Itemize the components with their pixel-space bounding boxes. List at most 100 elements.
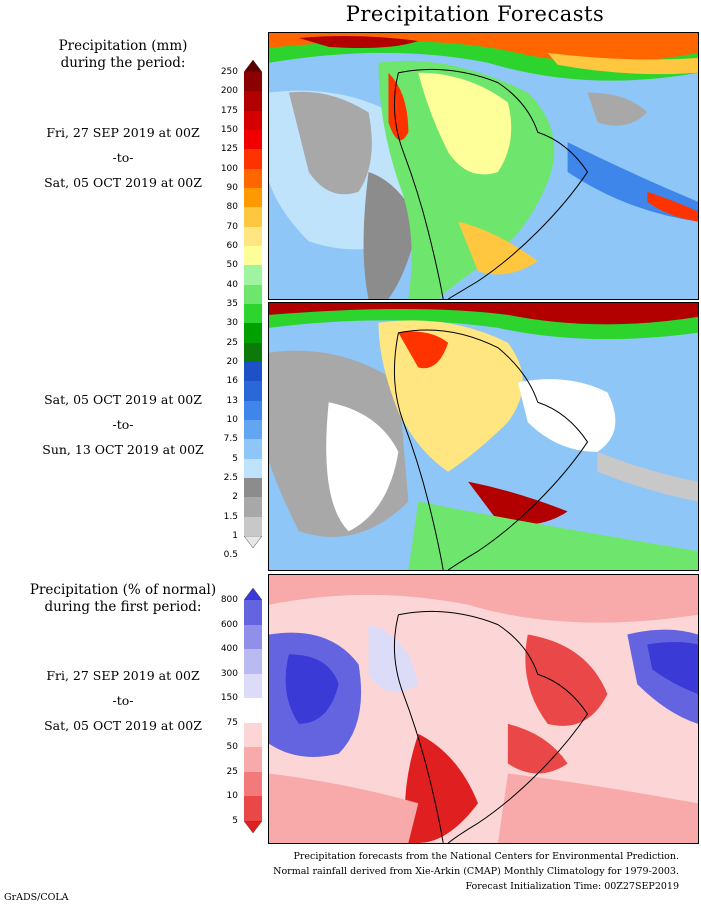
mm-colorbar-swatch bbox=[244, 72, 262, 92]
mm-colorbar: 250 200 175 150 125 100 90 80 70 60 50 40 35 30 25 20 16… bbox=[221, 60, 262, 560]
mm-colorbar-swatch bbox=[244, 400, 262, 420]
period2-dates: Sat, 05 OCT 2019 at 00Z -to- Sun, 13 OCT… bbox=[0, 392, 246, 458]
mm-colorbar-tick-label: 5 bbox=[232, 453, 238, 464]
mm-colorbar-swatch bbox=[244, 304, 262, 324]
pct-legend-heading-line1: Precipitation (% of normal) bbox=[29, 582, 217, 598]
percent-colorbar-swatch bbox=[244, 673, 262, 699]
mm-colorbar-swatch bbox=[244, 207, 262, 227]
period3-from: Fri, 27 SEP 2019 at 00Z bbox=[46, 668, 200, 683]
mm-colorbar-swatch bbox=[244, 420, 262, 440]
mm-colorbar-swatch bbox=[244, 516, 262, 536]
mm-colorbar-swatch bbox=[244, 168, 262, 188]
mm-colorbar-tick-label: 70 bbox=[226, 221, 238, 232]
mm-colorbar-tick-label: 250 bbox=[220, 67, 238, 77]
forecast-map-period1 bbox=[268, 32, 699, 300]
mm-colorbar-swatch bbox=[244, 110, 262, 130]
period3-dates: Fri, 27 SEP 2019 at 00Z -to- Sat, 05 OCT… bbox=[0, 668, 246, 734]
mm-colorbar-swatch bbox=[244, 130, 262, 150]
percent-colorbar-swatch bbox=[244, 771, 262, 797]
mm-colorbar-tick-label: 50 bbox=[226, 260, 238, 271]
mm-colorbar-arrow-bottom bbox=[244, 536, 262, 548]
mm-colorbar-tick-label: 100 bbox=[220, 163, 238, 174]
mm-colorbar-tick-label: 1 bbox=[232, 531, 238, 541]
mm-colorbar-tick-label: 16 bbox=[226, 376, 238, 387]
mm-colorbar-swatch bbox=[244, 188, 262, 208]
forecast-map-period2 bbox=[268, 302, 699, 571]
mm-colorbar-tick-label: 13 bbox=[226, 395, 238, 406]
mm-colorbar-swatch bbox=[244, 284, 262, 304]
period2-to: Sun, 13 OCT 2019 at 00Z bbox=[42, 442, 204, 457]
percent-colorbar-tick-label: 10 bbox=[226, 791, 238, 802]
footer-notes: Precipitation forecasts from the Nationa… bbox=[249, 849, 679, 894]
mm-colorbar-swatch bbox=[244, 439, 262, 459]
mm-colorbar-tick-label: 30 bbox=[226, 318, 238, 329]
mm-colorbar-swatch bbox=[244, 381, 262, 401]
period3-sep: -to- bbox=[112, 693, 134, 708]
percent-colorbar-tick-label: 400 bbox=[220, 644, 238, 655]
mm-colorbar-swatch bbox=[244, 226, 262, 246]
mm-colorbar-swatch bbox=[244, 478, 262, 498]
mm-colorbar-swatch bbox=[244, 91, 262, 111]
period1-sep: -to- bbox=[112, 150, 134, 165]
percent-colorbar-tick-label: 150 bbox=[220, 693, 238, 704]
mm-legend-heading-line1: Precipitation (mm) bbox=[58, 38, 188, 54]
mm-colorbar-tick-label: 1.5 bbox=[223, 511, 238, 522]
mm-colorbar-tick-label: 7.5 bbox=[223, 434, 238, 445]
period2-sep: -to- bbox=[112, 417, 134, 432]
percent-colorbar-swatch bbox=[244, 796, 262, 821]
page-title: Precipitation Forecasts bbox=[345, 2, 605, 26]
footer-line1: Precipitation forecasts from the Nationa… bbox=[293, 851, 680, 862]
percent-colorbar-tick-label: 25 bbox=[226, 766, 238, 777]
percent-colorbar-tick-label: 800 bbox=[220, 595, 238, 605]
period1-dates: Fri, 27 SEP 2019 at 00Z -to- Sat, 05 OCT… bbox=[0, 125, 246, 191]
mm-legend-heading: Precipitation (mm) during the period: bbox=[0, 38, 246, 72]
percent-colorbar-tick-label: 5 bbox=[232, 816, 238, 826]
mm-colorbar-tick-label: 2.5 bbox=[223, 473, 238, 483]
percent-colorbar-swatch bbox=[244, 624, 262, 650]
percent-colorbar: 800 600 400 300 150 75 50 25 10 5 bbox=[221, 588, 262, 833]
mm-colorbar-arrow-top bbox=[244, 60, 262, 72]
percent-colorbar-tick-label: 300 bbox=[220, 668, 238, 679]
mm-colorbar-tick-label: 35 bbox=[226, 299, 238, 309]
mm-colorbar-swatch bbox=[244, 265, 262, 285]
mm-colorbar-swatch bbox=[244, 149, 262, 169]
percent-colorbar-swatch bbox=[244, 722, 262, 748]
mm-colorbar-tick-label: 0.5 bbox=[223, 550, 238, 561]
mm-colorbar-tick-label: 200 bbox=[220, 86, 238, 97]
mm-colorbar-tick-label: 175 bbox=[220, 105, 238, 116]
mm-colorbar-tick-label: 20 bbox=[226, 357, 238, 367]
mm-legend-heading-line2: during the period: bbox=[60, 55, 186, 71]
period1-to: Sat, 05 OCT 2019 at 00Z bbox=[44, 175, 202, 190]
pct-legend-heading-line2: during the first period: bbox=[44, 599, 202, 615]
mm-colorbar-tick-label: 125 bbox=[220, 144, 238, 155]
mm-colorbar-swatch bbox=[244, 342, 262, 362]
mm-colorbar-swatch bbox=[244, 246, 262, 266]
mm-colorbar-swatch bbox=[244, 323, 262, 343]
mm-colorbar-tick-label: 2 bbox=[232, 492, 238, 503]
footer-line3: Forecast Initialization Time: 00Z27SEP20… bbox=[465, 881, 679, 892]
percent-of-normal-map bbox=[268, 574, 699, 844]
percent-colorbar-swatch bbox=[244, 698, 262, 723]
mm-colorbar-swatch bbox=[244, 458, 262, 478]
percent-colorbar-arrow-top bbox=[244, 588, 262, 600]
mm-colorbar-swatch bbox=[244, 497, 262, 517]
mm-colorbar-tick-label: 80 bbox=[226, 202, 238, 213]
period2-from: Sat, 05 OCT 2019 at 00Z bbox=[44, 392, 202, 407]
percent-colorbar-tick-label: 75 bbox=[226, 717, 238, 728]
percent-colorbar-arrow-bottom bbox=[244, 821, 262, 833]
percent-colorbar-tick-label: 600 bbox=[220, 619, 238, 630]
mm-colorbar-tick-label: 150 bbox=[220, 125, 238, 135]
credit-label: GrADS/COLA bbox=[4, 892, 69, 903]
percent-colorbar-swatch bbox=[244, 600, 262, 625]
mm-colorbar-tick-label: 60 bbox=[226, 241, 238, 251]
percent-colorbar-swatch bbox=[244, 649, 262, 674]
mm-colorbar-swatch bbox=[244, 362, 262, 382]
mm-colorbar-tick-label: 90 bbox=[226, 183, 238, 193]
percent-colorbar-swatch bbox=[244, 747, 262, 772]
percent-colorbar-tick-label: 50 bbox=[226, 742, 238, 753]
mm-colorbar-tick-label: 40 bbox=[226, 279, 238, 290]
mm-colorbar-tick-label: 25 bbox=[226, 337, 238, 348]
mm-colorbar-tick-label: 10 bbox=[226, 415, 238, 425]
period1-from: Fri, 27 SEP 2019 at 00Z bbox=[46, 125, 200, 140]
pct-legend-heading: Precipitation (% of normal) during the f… bbox=[0, 582, 246, 616]
